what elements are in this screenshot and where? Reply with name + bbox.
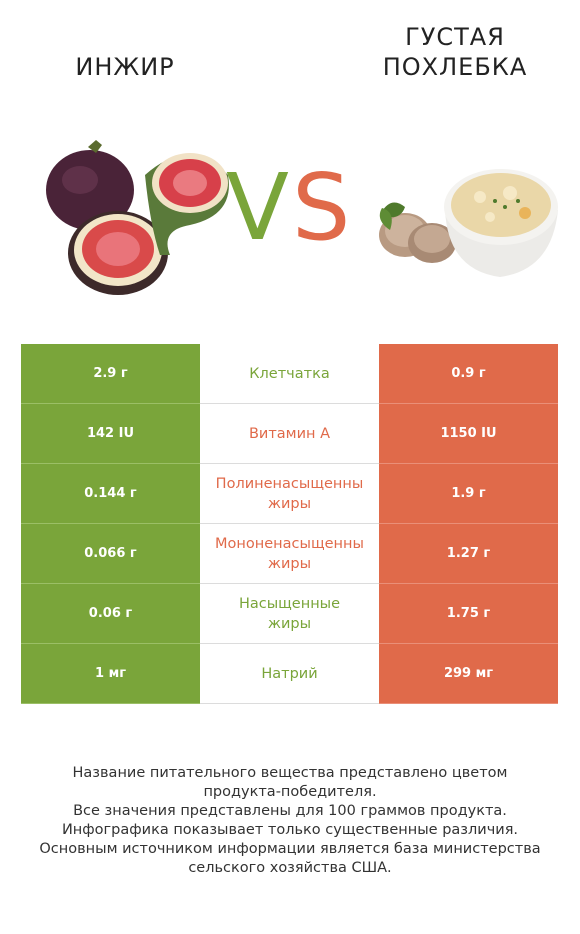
footer-line: Название питательного вещества представл…	[72, 765, 508, 781]
right-product-title-text: ГУСТАЯ ПОХЛЕБКА	[382, 23, 528, 81]
table-row: 0.144 г Полиненасыщенны жиры 1.9 г	[21, 464, 558, 524]
table-row: 142 IU Витамин A 1150 IU	[21, 404, 558, 464]
right-value: 1.75 г	[379, 584, 558, 644]
table-row: 0.066 г Мононенасыщенны жиры 1.27 г	[21, 524, 558, 584]
soup-illustration	[379, 169, 558, 277]
footer-notes: Название питательного вещества представл…	[10, 764, 570, 878]
nutrient-name: Витамин A	[200, 404, 379, 464]
footer-line: сельского хозяйства США.	[188, 860, 392, 876]
left-value: 0.144 г	[21, 464, 200, 524]
nutrient-name: Насыщенные жиры	[200, 584, 379, 644]
vs-letter-s: S	[292, 154, 351, 261]
footer-line: продукта-победителя.	[203, 784, 377, 800]
nutrient-name: Клетчатка	[200, 344, 379, 404]
fig-illustration	[46, 140, 229, 295]
footer-line: Инфографика показывает только существенн…	[61, 822, 519, 838]
footer-line: Основным источником информации является …	[39, 841, 541, 857]
comparison-table: 2.9 г Клетчатка 0.9 г 142 IU Витамин A 1150 I…	[21, 344, 558, 704]
right-value: 0.9 г	[379, 344, 558, 404]
right-value: 1150 IU	[379, 404, 558, 464]
nutrient-name: Мононенасыщенны жиры	[200, 524, 379, 584]
left-value: 142 IU	[21, 404, 200, 464]
left-value: 0.06 г	[21, 584, 200, 644]
left-value: 1 мг	[21, 644, 200, 704]
vs-letter-v: V	[226, 154, 289, 261]
right-value: 299 мг	[379, 644, 558, 704]
table-row: 2.9 г Клетчатка 0.9 г	[21, 344, 558, 404]
right-product-title: ГУСТАЯ ПОХЛЕБКА	[370, 22, 540, 82]
left-value: 0.066 г	[21, 524, 200, 584]
table-row: 0.06 г Насыщенные жиры 1.75 г	[21, 584, 558, 644]
table-row: 1 мг Натрий 299 мг	[21, 644, 558, 704]
left-product-title: ИНЖИР	[75, 53, 175, 81]
nutrient-name: Полиненасыщенны жиры	[200, 464, 379, 524]
right-value: 1.9 г	[379, 464, 558, 524]
footer-line: Все значения представлены для 100 граммо…	[73, 803, 507, 819]
left-value: 2.9 г	[21, 344, 200, 404]
right-value: 1.27 г	[379, 524, 558, 584]
nutrient-name: Натрий	[200, 644, 379, 704]
